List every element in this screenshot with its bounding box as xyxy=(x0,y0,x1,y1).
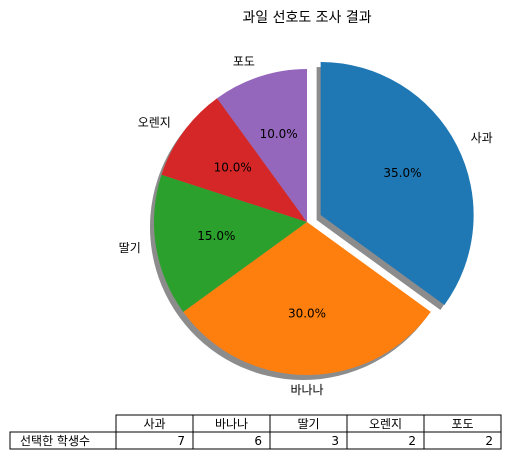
wedge-label: 오렌지 xyxy=(138,116,171,130)
table-header: 딸기 xyxy=(297,417,319,431)
wedge xyxy=(217,69,307,222)
table-cell xyxy=(423,431,502,450)
table-header: 바나나 xyxy=(215,417,248,431)
wedge-label: 포도 xyxy=(233,54,255,68)
table-value: 2 xyxy=(408,434,416,448)
table-value: 2 xyxy=(485,434,493,448)
wedge xyxy=(154,174,307,312)
percent-label: 10.0% xyxy=(214,161,252,175)
percent-label: 15.0% xyxy=(197,229,235,243)
table-value: 7 xyxy=(177,434,185,448)
table-cell xyxy=(9,431,117,450)
table-value: 3 xyxy=(331,434,339,448)
wedge xyxy=(161,98,307,222)
wedge-label: 사과 xyxy=(471,131,493,145)
table-header: 사과 xyxy=(143,417,165,431)
wedge xyxy=(183,222,431,376)
table-row-label: 선택한 학생수 xyxy=(20,434,90,448)
percent-label: 30.0% xyxy=(288,306,326,320)
percent-label: 35.0% xyxy=(383,166,421,180)
table-value: 6 xyxy=(254,434,262,448)
table-header: 포도 xyxy=(451,417,473,431)
wedge xyxy=(320,62,474,305)
table-header: 오렌지 xyxy=(369,417,402,431)
percent-label: 10.0% xyxy=(260,127,298,141)
wedge-label: 바나나 xyxy=(290,383,323,397)
wedge-label: 딸기 xyxy=(119,241,141,255)
chart-title: 과일 선호도 조사 결과 xyxy=(242,10,371,26)
